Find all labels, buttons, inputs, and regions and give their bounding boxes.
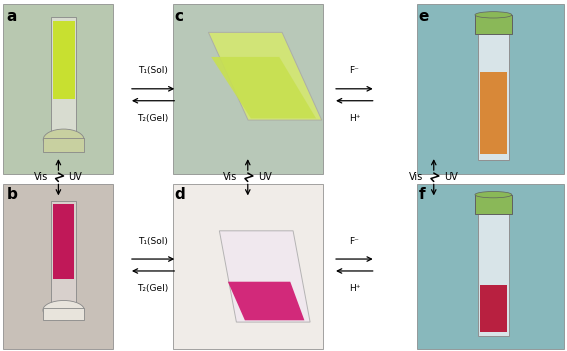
Bar bbox=[480, 285, 507, 332]
Ellipse shape bbox=[475, 12, 512, 18]
Bar bbox=[52, 201, 76, 313]
Text: d: d bbox=[175, 187, 185, 202]
Polygon shape bbox=[209, 32, 321, 120]
Text: UV: UV bbox=[258, 172, 272, 182]
Bar bbox=[417, 4, 564, 174]
Text: Vis: Vis bbox=[409, 172, 424, 182]
Bar bbox=[3, 4, 113, 174]
Polygon shape bbox=[228, 282, 304, 320]
Text: f: f bbox=[418, 187, 425, 202]
Polygon shape bbox=[211, 57, 316, 118]
Text: a: a bbox=[7, 9, 17, 24]
Bar bbox=[43, 138, 84, 152]
Text: F⁻: F⁻ bbox=[349, 237, 359, 246]
Text: b: b bbox=[7, 187, 18, 202]
Text: H⁺: H⁺ bbox=[349, 284, 360, 293]
Text: T₁(Sol): T₁(Sol) bbox=[138, 237, 168, 246]
Bar bbox=[478, 214, 509, 336]
Polygon shape bbox=[219, 231, 310, 322]
Text: T₂(Gel): T₂(Gel) bbox=[137, 284, 169, 293]
Text: H⁺: H⁺ bbox=[349, 114, 360, 123]
Bar bbox=[43, 308, 84, 320]
Bar bbox=[480, 72, 507, 154]
Text: Vis: Vis bbox=[223, 172, 238, 182]
Bar bbox=[53, 204, 74, 279]
Ellipse shape bbox=[43, 129, 84, 150]
Text: Vis: Vis bbox=[34, 172, 48, 182]
Bar bbox=[173, 184, 323, 349]
Text: e: e bbox=[418, 9, 429, 24]
Bar bbox=[478, 34, 509, 160]
Bar bbox=[53, 21, 75, 99]
Text: T₁(Sol): T₁(Sol) bbox=[138, 66, 168, 75]
Bar bbox=[475, 195, 512, 214]
Text: T₂(Gel): T₂(Gel) bbox=[137, 114, 169, 123]
Ellipse shape bbox=[43, 300, 84, 320]
Bar bbox=[417, 184, 564, 349]
Text: F⁻: F⁻ bbox=[349, 66, 359, 75]
Text: UV: UV bbox=[444, 172, 458, 182]
Bar bbox=[51, 17, 77, 143]
Text: UV: UV bbox=[69, 172, 82, 182]
Bar bbox=[173, 4, 323, 174]
Ellipse shape bbox=[475, 192, 512, 198]
Text: c: c bbox=[175, 9, 184, 24]
Bar bbox=[475, 15, 512, 34]
Bar bbox=[3, 184, 113, 349]
